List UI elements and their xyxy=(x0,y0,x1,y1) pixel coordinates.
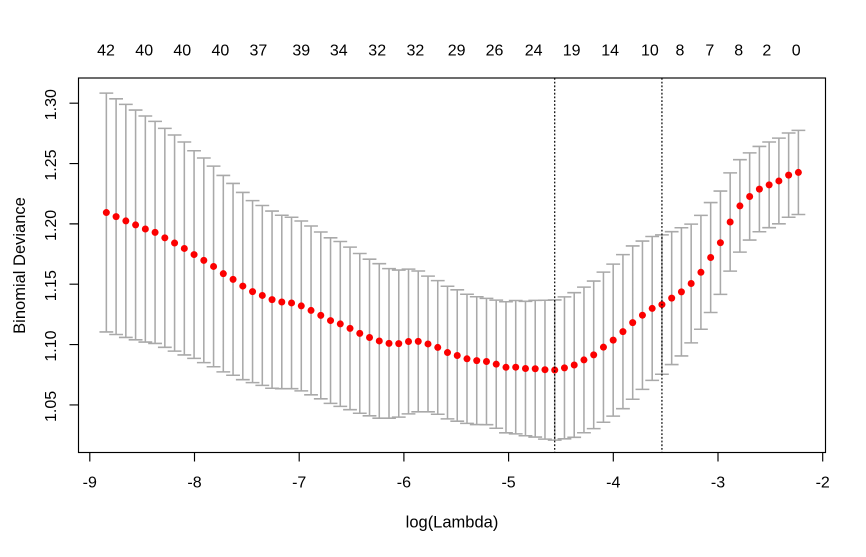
svg-text:log(Lambda): log(Lambda) xyxy=(406,514,499,532)
svg-text:1.20: 1.20 xyxy=(43,210,60,241)
svg-text:-6: -6 xyxy=(397,475,411,492)
svg-text:24: 24 xyxy=(525,43,543,60)
svg-text:19: 19 xyxy=(563,43,581,60)
svg-text:Binomial Deviance: Binomial Deviance xyxy=(11,197,29,334)
svg-text:8: 8 xyxy=(734,43,743,60)
svg-text:1.15: 1.15 xyxy=(43,270,60,301)
svg-text:0: 0 xyxy=(792,43,801,60)
svg-text:-2: -2 xyxy=(816,475,830,492)
svg-text:-3: -3 xyxy=(711,475,725,492)
svg-text:32: 32 xyxy=(368,43,386,60)
svg-text:1.10: 1.10 xyxy=(43,330,60,361)
svg-text:-7: -7 xyxy=(292,475,306,492)
svg-text:40: 40 xyxy=(135,43,153,60)
svg-text:-9: -9 xyxy=(83,475,97,492)
svg-text:34: 34 xyxy=(330,43,348,60)
svg-text:8: 8 xyxy=(675,43,684,60)
svg-text:32: 32 xyxy=(407,43,425,60)
svg-text:14: 14 xyxy=(601,43,619,60)
svg-text:29: 29 xyxy=(448,43,466,60)
svg-text:10: 10 xyxy=(641,43,659,60)
svg-text:39: 39 xyxy=(292,43,310,60)
svg-text:2: 2 xyxy=(762,43,771,60)
svg-text:37: 37 xyxy=(250,43,268,60)
svg-text:42: 42 xyxy=(97,43,115,60)
svg-text:40: 40 xyxy=(173,43,191,60)
svg-text:1.30: 1.30 xyxy=(43,89,60,120)
svg-text:-8: -8 xyxy=(187,475,201,492)
svg-text:1.05: 1.05 xyxy=(43,391,60,422)
svg-text:1.25: 1.25 xyxy=(43,149,60,180)
svg-text:-5: -5 xyxy=(501,475,515,492)
svg-text:26: 26 xyxy=(486,43,504,60)
svg-text:-4: -4 xyxy=(606,475,620,492)
svg-text:40: 40 xyxy=(212,43,230,60)
svg-text:7: 7 xyxy=(705,43,714,60)
